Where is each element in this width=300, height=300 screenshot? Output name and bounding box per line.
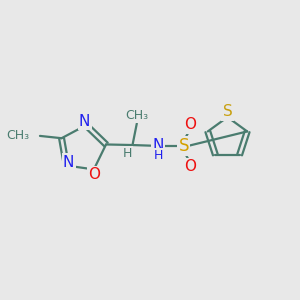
Text: S: S xyxy=(178,137,189,155)
Text: O: O xyxy=(184,117,196,132)
Text: CH₃: CH₃ xyxy=(6,129,29,142)
Text: CH₃: CH₃ xyxy=(125,109,148,122)
Text: S: S xyxy=(223,104,232,119)
Text: O: O xyxy=(184,159,196,174)
Text: O: O xyxy=(88,167,100,182)
Text: N: N xyxy=(79,114,90,129)
Text: H: H xyxy=(153,148,163,162)
Text: N: N xyxy=(63,154,74,169)
Text: N: N xyxy=(152,138,164,153)
Text: H: H xyxy=(123,147,132,160)
